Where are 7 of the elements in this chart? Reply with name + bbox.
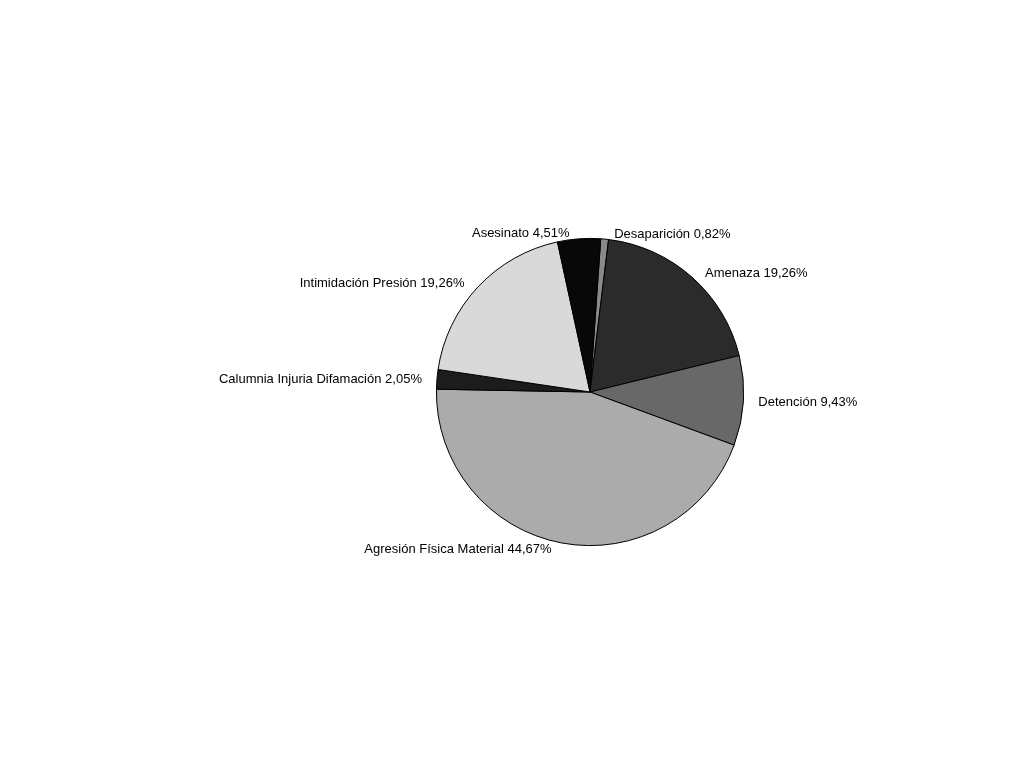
slice-label: Agresión Física Material 44,67% <box>364 541 552 557</box>
slice-label: Desaparición 0,82% <box>614 225 732 241</box>
slice-label: Intimidación Presión 19,26% <box>299 275 465 291</box>
slice-label: Detención 9,43% <box>758 393 858 409</box>
slice-label: Asesinato 4,51% <box>471 225 570 241</box>
slice-label: Calumnia Injuria Difamación 2,05% <box>218 371 423 387</box>
slice-label: Amenaza 19,26% <box>705 265 809 281</box>
